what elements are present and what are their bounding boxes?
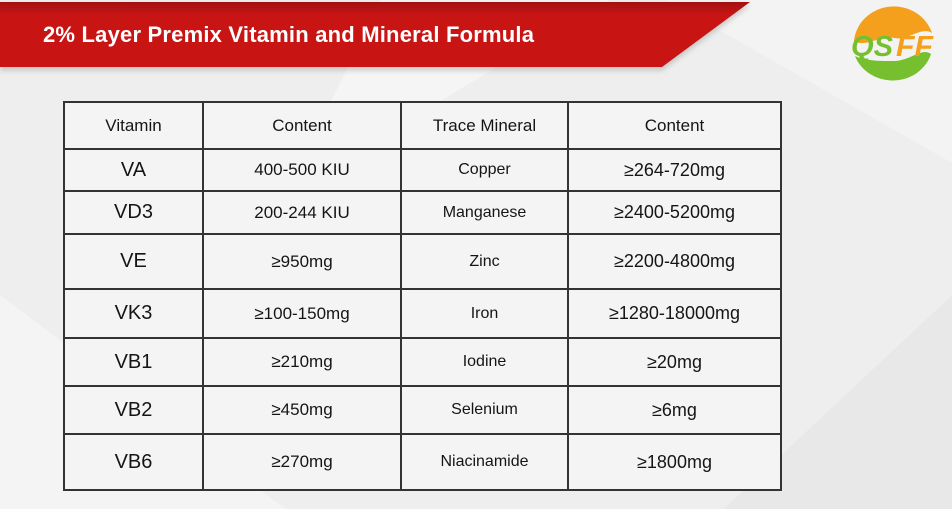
logo-green-wave (855, 52, 931, 81)
column-header: Trace Mineral (400, 101, 569, 150)
mineral-name-cell: Niacinamide (400, 433, 569, 491)
mineral-content-cell: ≥2200-4800mg (567, 233, 782, 290)
vitamin-content-cell: ≥450mg (202, 385, 402, 435)
vitamin-name-cell: VB1 (63, 337, 204, 387)
mineral-name-cell: Iron (400, 288, 569, 339)
vitamin-name-cell: VK3 (63, 288, 204, 339)
mineral-content-cell: ≥1800mg (567, 433, 782, 491)
logo-text-orange: FF (896, 31, 934, 63)
column-header: Vitamin (63, 101, 204, 150)
vitamin-content-cell: 400-500 KIU (202, 148, 402, 192)
vitamin-content-cell: ≥270mg (202, 433, 402, 491)
title-banner-shape: 2% Layer Premix Vitamin and Mineral Form… (0, 2, 750, 67)
mineral-content-cell: ≥264-720mg (567, 148, 782, 192)
vitamin-name-cell: VB2 (63, 385, 204, 435)
logo-orange-wave (854, 6, 932, 44)
vitamin-name-cell: VA (63, 148, 204, 192)
vitamin-content-cell: ≥210mg (202, 337, 402, 387)
vitamin-mineral-table: Vitamin Content Trace Mineral Content VA 400… (63, 101, 782, 491)
table-row: VK3 ≥100-150mg Iron ≥1280-18000mg (63, 288, 782, 339)
mineral-content-cell: ≥2400-5200mg (567, 190, 782, 235)
table-row: VD3 200-244 KIU Manganese ≥2400-5200mg (63, 190, 782, 235)
table-row: VE ≥950mg Zinc ≥2200-4800mg (63, 233, 782, 290)
table-row: VB2 ≥450mg Selenium ≥6mg (63, 385, 782, 435)
table-row: VB1 ≥210mg Iodine ≥20mg (63, 337, 782, 387)
title-banner: 2% Layer Premix Vitamin and Mineral Form… (0, 2, 750, 67)
logo-text-green: QS (851, 31, 894, 63)
table-header-row: Vitamin Content Trace Mineral Content (63, 101, 782, 150)
vitamin-content-cell: ≥100-150mg (202, 288, 402, 339)
column-header: Content (567, 101, 782, 150)
mineral-name-cell: Selenium (400, 385, 569, 435)
table-row: VB6 ≥270mg Niacinamide ≥1800mg (63, 433, 782, 491)
mineral-name-cell: Manganese (400, 190, 569, 235)
mineral-name-cell: Copper (400, 148, 569, 192)
mineral-content-cell: ≥20mg (567, 337, 782, 387)
vitamin-content-cell: ≥950mg (202, 233, 402, 290)
mineral-name-cell: Zinc (400, 233, 569, 290)
mineral-name-cell: Iodine (400, 337, 569, 387)
vitamin-name-cell: VB6 (63, 433, 204, 491)
mineral-content-cell: ≥1280-18000mg (567, 288, 782, 339)
vitamin-name-cell: VE (63, 233, 204, 290)
vitamin-content-cell: 200-244 KIU (202, 190, 402, 235)
mineral-content-cell: ≥6mg (567, 385, 782, 435)
column-header: Content (202, 101, 402, 150)
table-row: VA 400-500 KIU Copper ≥264-720mg (63, 148, 782, 192)
page-title: 2% Layer Premix Vitamin and Mineral Form… (43, 21, 535, 47)
vitamin-name-cell: VD3 (63, 190, 204, 235)
qsff-logo-icon: QS FF (851, 3, 935, 83)
